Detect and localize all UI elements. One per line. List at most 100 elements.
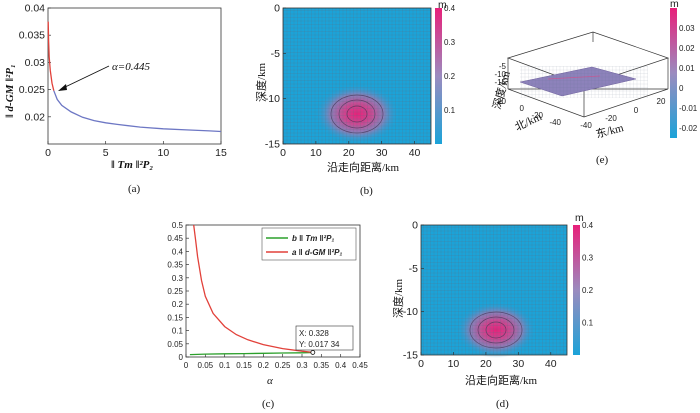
y-tick-label: 0.05: [167, 340, 183, 349]
y-tick-label: -5: [271, 48, 280, 60]
x-tick-label: 0.15: [236, 361, 252, 370]
panel-a-axes: [47, 7, 222, 145]
x-tick-label: 15: [215, 147, 227, 159]
panel-d-xlabel: 沿走向距离/km: [465, 373, 538, 387]
x-tick-label: 30: [376, 147, 388, 159]
panel-a-arrowhead: [58, 84, 67, 91]
z-tick-label: -10: [494, 70, 506, 79]
colorbar-tick-label: -0.02: [679, 124, 698, 133]
panel-d-ylabel: 深度/km: [391, 278, 405, 318]
x-tick-label: 0: [418, 358, 424, 370]
colorbar-tick-label: 0.4: [582, 221, 594, 230]
panel-b-label: (b): [360, 185, 373, 197]
x-tick-label: 0.05: [198, 361, 214, 370]
x-tick-label: 10: [157, 147, 169, 159]
panel-c-series-a: [193, 224, 313, 354]
panel-a-label: (a): [128, 183, 141, 195]
colorbar-tick-label: 0.03: [679, 24, 695, 33]
x-tick-label: 0.2: [258, 361, 270, 370]
panel-d-colorbar-ticks: 0.4 0.3 0.2 0.1: [582, 221, 594, 328]
colorbar-tick-label: 0: [679, 84, 684, 93]
y-tick-label: -10: [403, 306, 418, 318]
y-tick-label: 0.25: [167, 287, 183, 296]
x-tick-label: -40: [580, 121, 592, 130]
panel-b-colorbar-ticks: 0.4 0.3 0.2 0.1: [444, 4, 456, 115]
panel-e-ticks: -5-10-15 20 0 -20 -40 20 0 -20 -40: [494, 62, 666, 130]
x-tick-label: 0.4: [335, 361, 347, 370]
x-tick-label: 20: [657, 97, 666, 106]
y-tick-label: 0.45: [167, 234, 183, 243]
panel-d-ticks: 0 10 20 30 40 0 -5 -10 -15: [403, 220, 557, 371]
panel-c-label: (c): [262, 398, 275, 410]
y-tick-label: -20: [531, 111, 543, 120]
colorbar-tick-label: 0.02: [679, 44, 695, 53]
x-tick-label: 0.25: [275, 361, 291, 370]
panel-a-curve-flat: [53, 90, 222, 133]
y-tick-label: 0.04: [25, 3, 46, 15]
panel-c-legend: b ‖ Tm ‖²P₁ a ‖ d-GM ‖²P₁: [261, 227, 357, 261]
panel-c-legend-b: b ‖ Tm ‖²P₁: [292, 234, 335, 243]
panel-d: 0 10 20 30 40 0 -5 -10 -15 0.4 0.3 0.2 0.1 m 沿走向距离/…: [391, 212, 594, 410]
panel-e-xlabel: 东/km: [594, 121, 625, 141]
y-tick-label: 0: [274, 3, 280, 15]
panel-c-datatip-x: X: 0.328: [299, 329, 329, 338]
y-tick-label: 20: [497, 97, 506, 106]
x-tick-label: 20: [343, 147, 355, 159]
y-tick-label: 0: [412, 220, 418, 232]
panel-e-ylabel: 北/km: [513, 110, 544, 134]
x-tick-label: 0.3: [296, 361, 308, 370]
y-tick-label: 0.5: [172, 221, 184, 230]
panel-c-datatip-marker: [310, 350, 316, 355]
colorbar-tick-label: -0.01: [679, 104, 698, 113]
colorbar-tick-label: 0.3: [582, 254, 594, 263]
panel-c-datatip-y: Y: 0.017 34: [299, 340, 340, 349]
x-tick-label: 10: [310, 147, 322, 159]
y-tick-label: 0.025: [19, 84, 45, 96]
panel-b-xlabel: 沿走向距离/km: [327, 160, 400, 174]
panel-e-grid: [520, 66, 648, 98]
panel-a-xlabel: ‖ Tm ‖²P₂: [111, 159, 153, 171]
colorbar-tick-label: 0.3: [444, 38, 456, 47]
panel-a-curve-steep: [47, 21, 55, 91]
panel-a-annotation: α=0.445: [112, 61, 150, 73]
panel-a: 0 5 10 15 0.02 0.025 0.03 0.035 0.04 α=0.445 ‖ T…: [4, 3, 227, 196]
x-tick-label: 40: [409, 147, 421, 159]
panel-d-colorbar: [573, 225, 580, 355]
panel-c-datatip: X: 0.328 Y: 0.017 34: [295, 325, 354, 351]
y-tick-label: -40: [549, 118, 561, 127]
panel-c-xlabel: α: [267, 375, 273, 387]
x-tick-label: 0: [280, 147, 286, 159]
x-tick-label: 30: [512, 358, 524, 370]
panel-e-colorbar-ticks: 0.03 0.02 0.01 0 -0.01 -0.02: [679, 24, 698, 133]
x-tick-label: 20: [480, 358, 492, 370]
x-tick-label: 0: [184, 361, 189, 370]
z-tick-label: -5: [499, 62, 507, 71]
panel-b-ticks: 0 10 20 30 40 0 -5 -10 -15: [265, 3, 421, 160]
panel-e-label: (e): [596, 154, 609, 166]
y-tick-label: 0.03: [25, 57, 46, 69]
panel-c-legend-a: a ‖ d-GM ‖²P₁: [292, 248, 343, 257]
y-tick-label: 0.02: [25, 111, 46, 123]
x-tick-label: 0.35: [314, 361, 330, 370]
panel-b-grid: [283, 8, 431, 144]
colorbar-tick-label: 0.2: [582, 286, 594, 295]
panel-a-ylabel: ‖ d-GM ‖²P₁: [4, 64, 16, 118]
x-tick-label: 0.45: [352, 361, 368, 370]
panel-b-axes: [282, 7, 432, 145]
y-tick-label: -15: [403, 350, 418, 362]
y-tick-label: 0.3: [172, 274, 184, 283]
panel-b-colorbar: [435, 8, 442, 144]
panel-e-colorbar-unit: m: [670, 0, 679, 10]
y-tick-label: 0: [179, 353, 184, 362]
x-tick-label: 0: [634, 106, 639, 115]
y-tick-label: -10: [265, 93, 280, 105]
z-tick-label: -15: [494, 78, 506, 87]
colorbar-tick-label: 0.2: [444, 72, 456, 81]
colorbar-tick-label: 0.1: [444, 106, 456, 115]
panel-c: 0 0.05 0.1 0.15 0.2 0.25 0.3 0.35 0.4 0.45 0 0.05 0.…: [167, 221, 368, 410]
x-tick-label: 5: [103, 147, 109, 159]
panel-b-ylabel: 深度/km: [254, 62, 268, 102]
y-tick-label: 0.1: [172, 327, 184, 336]
